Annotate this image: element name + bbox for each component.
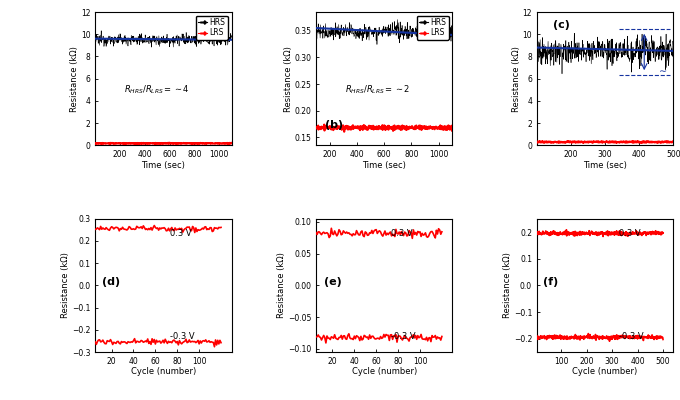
Text: $\sim$: $\sim$: [657, 64, 668, 74]
Text: 0.3 V: 0.3 V: [391, 229, 413, 238]
Y-axis label: Resistance (kΩ): Resistance (kΩ): [277, 252, 286, 318]
Y-axis label: Resistance (kΩ): Resistance (kΩ): [70, 46, 80, 112]
Legend: HRS, LRS: HRS, LRS: [196, 16, 228, 40]
Text: $R_{HRS}/R_{LRS}= \sim 4$: $R_{HRS}/R_{LRS}= \sim 4$: [124, 83, 189, 96]
Text: (c): (c): [553, 20, 570, 30]
X-axis label: Cycle (number): Cycle (number): [131, 367, 196, 376]
Text: $R_{HRS}/R_{LRS}= \sim 2$: $R_{HRS}/R_{LRS}= \sim 2$: [345, 83, 410, 96]
Text: (d): (d): [103, 277, 120, 287]
Text: 0.3 V: 0.3 V: [170, 229, 192, 238]
X-axis label: Cycle (number): Cycle (number): [573, 367, 638, 376]
Legend: HRS, LRS: HRS, LRS: [417, 16, 449, 40]
Text: 0.3 V: 0.3 V: [619, 229, 641, 238]
Text: (b): (b): [324, 120, 343, 130]
X-axis label: Time (sec): Time (sec): [362, 160, 406, 170]
X-axis label: Time (sec): Time (sec): [583, 160, 627, 170]
Y-axis label: Resistance (kΩ): Resistance (kΩ): [284, 46, 293, 112]
Y-axis label: Resistance (kΩ): Resistance (kΩ): [61, 252, 71, 318]
Y-axis label: Resistance (kΩ): Resistance (kΩ): [512, 46, 521, 112]
Text: (f): (f): [543, 277, 558, 287]
X-axis label: Time (sec): Time (sec): [141, 160, 185, 170]
Text: (e): (e): [324, 277, 341, 287]
X-axis label: Cycle (number): Cycle (number): [352, 367, 417, 376]
Text: -0.3 V: -0.3 V: [170, 332, 194, 341]
Text: -0.3 V: -0.3 V: [619, 332, 643, 341]
Text: -0.3 V: -0.3 V: [391, 332, 415, 341]
Y-axis label: Resistance (kΩ): Resistance (kΩ): [503, 252, 512, 318]
